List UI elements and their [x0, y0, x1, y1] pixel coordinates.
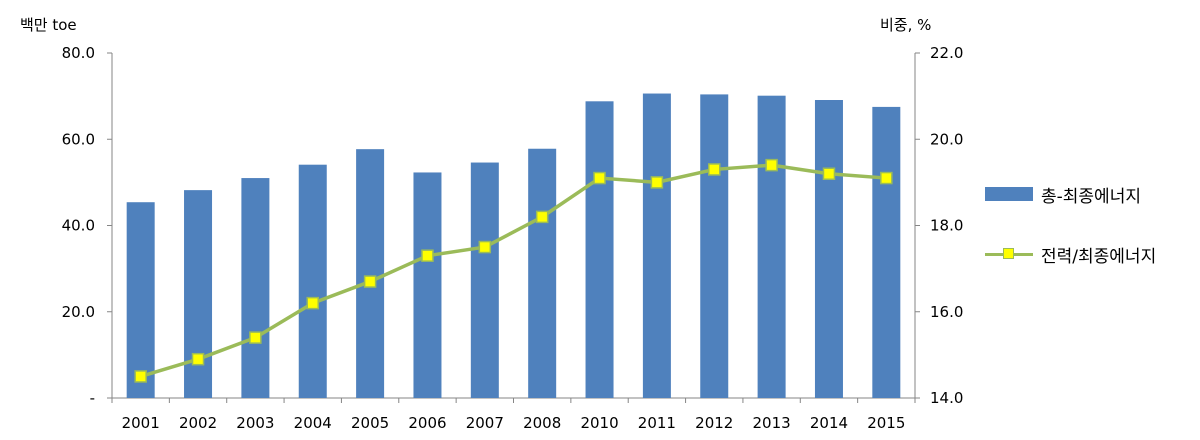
bar [528, 148, 557, 398]
right-axis-tick-label: 20.0 [930, 130, 963, 148]
right-axis-tick-label: 22.0 [930, 44, 963, 62]
x-axis: 2001 2002 2003 2004 2005 2006 2007 2008 2010 2011… [111, 397, 916, 432]
line-marker [535, 210, 549, 224]
line-marker [306, 296, 319, 310]
line-marker [249, 331, 262, 344]
bar [700, 94, 729, 399]
x-axis-tick-label: 2012 [695, 414, 733, 432]
right-axis-tick-label: 14.0 [930, 389, 963, 407]
left-axis-tick-label: 80.0 [62, 44, 95, 62]
x-axis-tick-label: 2004 [294, 414, 332, 432]
x-axis-tick-label: 2002 [179, 414, 217, 432]
x-axis-tick-label: 2015 [867, 414, 905, 432]
bar [298, 164, 327, 398]
x-axis-tick-label: 2014 [810, 414, 848, 432]
legend-bar-swatch [985, 187, 1033, 201]
legend-line-swatch [985, 247, 1033, 261]
left-axis-unit-label: 백만 toe [20, 16, 77, 34]
right-axis-unit-label: 비중, % [880, 16, 931, 34]
x-axis-tick-label: 2013 [753, 414, 791, 432]
x-axis-tick-label: 2005 [351, 414, 389, 432]
line-marker [880, 171, 893, 185]
bar [872, 106, 901, 398]
bar-series [126, 93, 901, 399]
bar [585, 101, 614, 399]
x-axis-tick-label: 2011 [638, 414, 676, 432]
x-axis-tick-label: 2010 [580, 414, 618, 432]
x-axis-tick-label: 2006 [408, 414, 446, 432]
bar [642, 93, 671, 398]
x-axis-tick-label: 2007 [466, 414, 504, 432]
x-axis-tick-label: 2003 [236, 414, 274, 432]
line-marker [363, 275, 377, 288]
line-marker [593, 171, 606, 185]
bar [241, 178, 270, 398]
bar [757, 95, 786, 398]
bar [184, 190, 213, 398]
bar [413, 172, 442, 398]
line-marker [822, 167, 836, 180]
line-series [134, 158, 893, 383]
line-marker [650, 176, 664, 189]
legend-line-label: 전력/최종에너지 [1041, 246, 1157, 267]
line-marker [134, 370, 147, 383]
bar [814, 100, 843, 398]
right-axis: 14.0 16.0 18.0 20.0 22.0 [914, 44, 963, 407]
right-axis-tick-label: 18.0 [930, 217, 963, 235]
left-axis-tick-label: 20.0 [62, 303, 95, 321]
bar [356, 149, 385, 398]
left-axis: - 20.0 40.0 60.0 80.0 [62, 44, 113, 407]
left-axis-tick-label: 40.0 [62, 217, 95, 235]
legend-item-bar: 총-최종에너지 [985, 182, 1200, 207]
bar [470, 162, 499, 398]
series-line [140, 163, 887, 379]
left-axis-tick-label: 60.0 [62, 130, 95, 148]
line-marker [765, 158, 778, 172]
left-axis-tick-label: - [90, 389, 95, 407]
bar [126, 202, 155, 398]
x-axis-tick-label: 2001 [122, 414, 160, 432]
legend-bar-label: 총-최종에너지 [1041, 186, 1141, 207]
line-marker [478, 240, 492, 254]
right-axis-tick-label: 16.0 [930, 303, 963, 321]
x-axis-tick-label: 2008 [523, 414, 561, 432]
legend-item-line: 전력/최종에너지 [985, 242, 1200, 267]
line-marker [421, 249, 434, 262]
line-marker [708, 163, 721, 176]
line-marker [191, 352, 205, 366]
